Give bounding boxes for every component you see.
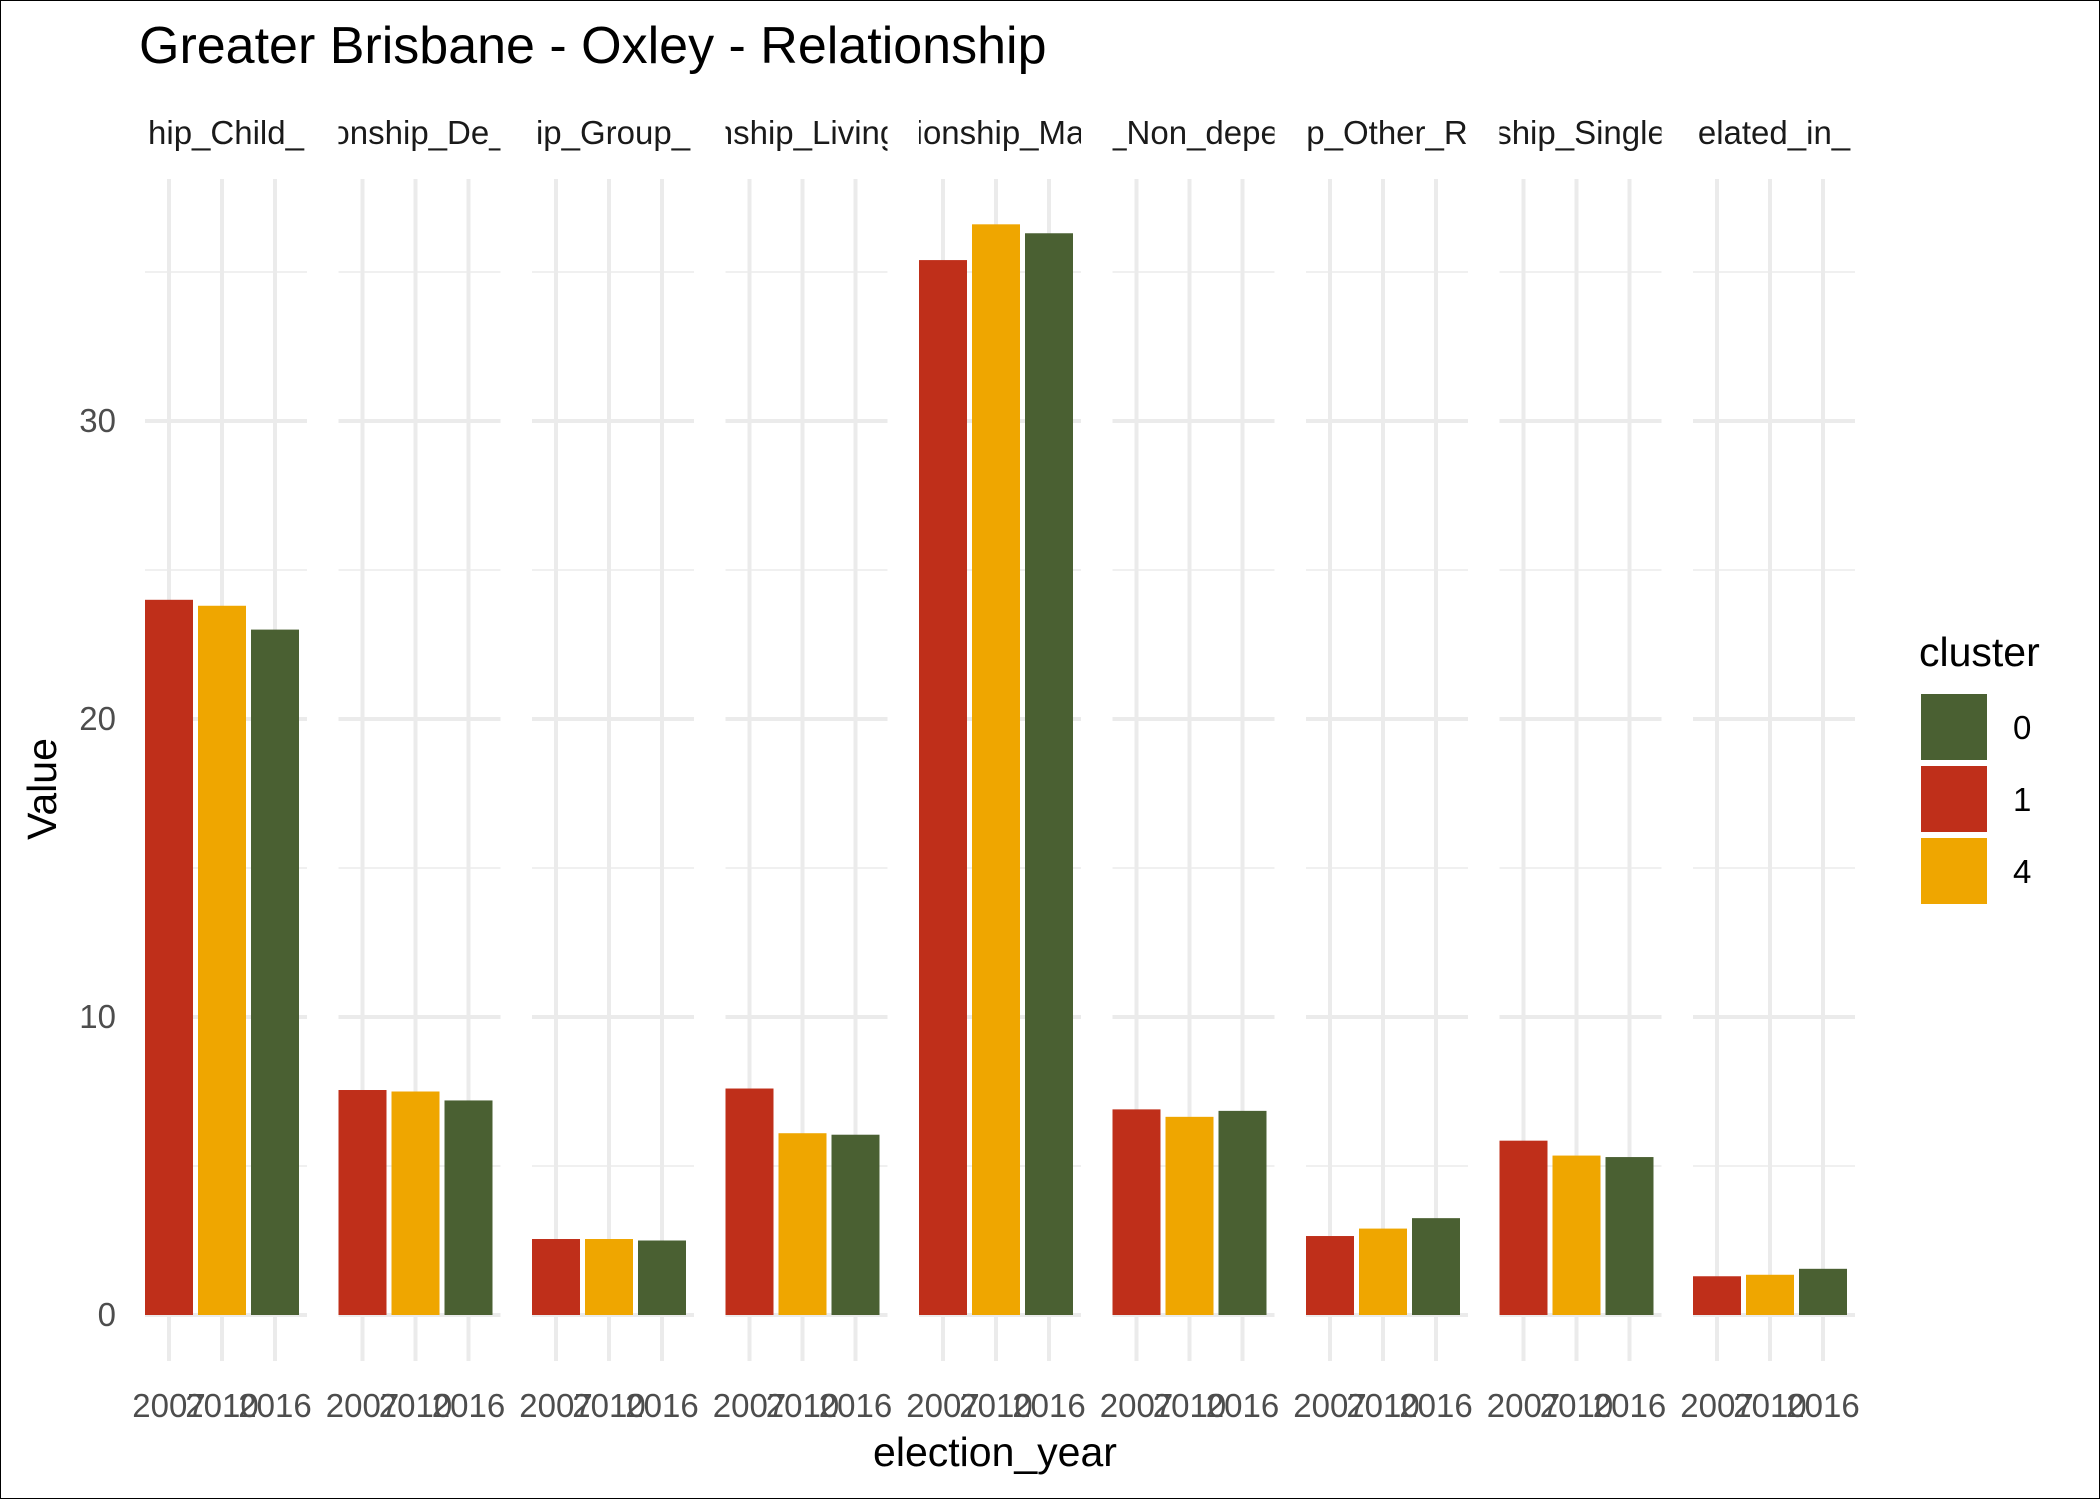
facet-strip-label: elated_in_	[1698, 114, 1851, 151]
y-tick-label: 20	[79, 700, 116, 737]
facet-strip-label: ionship_Ma	[916, 114, 1085, 151]
legend-label: 0	[2013, 709, 2031, 746]
x-tick-label: 2016	[1206, 1387, 1279, 1424]
x-tick-label: 2010	[766, 1387, 839, 1424]
bar-3-2007	[532, 1239, 580, 1315]
x-tick-label: 2010	[1540, 1387, 1613, 1424]
bar-5-2016	[1025, 233, 1073, 1315]
legend-swatch-1	[1921, 766, 1987, 832]
x-tick-label: 2007	[1100, 1387, 1173, 1424]
bar-2-2016	[444, 1100, 493, 1315]
y-tick-label: 10	[79, 998, 116, 1035]
x-tick-label: 2007	[713, 1387, 786, 1424]
x-tick-label: 2010	[572, 1387, 645, 1424]
panel-background	[1693, 136, 1855, 1361]
facet-strip-label: ship_Single	[1495, 114, 1666, 151]
bar-7-2016	[1412, 1218, 1460, 1315]
facet-strip-label: p_Other_R	[1306, 114, 1467, 151]
legend-swatch-4	[1921, 838, 1987, 904]
bar-2-2010	[391, 1091, 440, 1315]
bar-1-2007	[145, 599, 193, 1315]
x-tick-label: 2007	[1293, 1387, 1366, 1424]
bar-1-2016	[251, 629, 299, 1315]
bar-7-2010	[1359, 1228, 1407, 1315]
x-tick-label: 2016	[1593, 1387, 1666, 1424]
bar-8-2010	[1552, 1155, 1601, 1315]
x-tick-label: 2010	[1153, 1387, 1226, 1424]
panel-background	[1306, 136, 1468, 1361]
facet-strip-label: _Non_depe	[1107, 114, 1279, 151]
facet-strip-label: ip_Group_	[536, 114, 691, 151]
x-tick-label: 2007	[1680, 1387, 1753, 1424]
y-tick-label: 30	[79, 402, 116, 439]
x-tick-label: 2007	[519, 1387, 592, 1424]
bar-9-2016	[1799, 1268, 1847, 1315]
legend: cluster 0 1 4	[1919, 629, 2040, 904]
facet-strip-label: nship_Living	[715, 114, 898, 151]
facet-panels: hip_Child_200720102016onship_De_20072010…	[132, 114, 1859, 1424]
x-tick-label: 2016	[1012, 1387, 1085, 1424]
bar-9-2010	[1746, 1274, 1794, 1315]
legend-label: 4	[2013, 853, 2031, 890]
x-tick-label: 2010	[959, 1387, 1032, 1424]
bar-4-2007	[725, 1088, 774, 1315]
bar-9-2007	[1693, 1276, 1741, 1315]
x-tick-label: 2016	[238, 1387, 311, 1424]
bar-2-2007	[338, 1090, 387, 1315]
chart-title: Greater Brisbane - Oxley - Relationship	[139, 17, 1047, 75]
bar-5-2007	[919, 260, 967, 1316]
legend-swatch-0	[1921, 694, 1987, 760]
legend-title: cluster	[1919, 629, 2040, 675]
x-tick-label: 2016	[1399, 1387, 1472, 1424]
y-axis-title: Value	[19, 738, 65, 840]
x-axis-title: election_year	[873, 1429, 1117, 1475]
bar-6-2007	[1112, 1109, 1161, 1315]
bar-8-2007	[1499, 1140, 1548, 1315]
x-tick-label: 2007	[326, 1387, 399, 1424]
x-tick-label: 2016	[432, 1387, 505, 1424]
panel-background	[532, 136, 694, 1361]
x-tick-label: 2010	[1346, 1387, 1419, 1424]
x-tick-label: 2010	[1733, 1387, 1806, 1424]
x-tick-label: 2007	[906, 1387, 979, 1424]
legend-label: 1	[2013, 781, 2031, 818]
facet-strip-label: hip_Child_	[148, 114, 305, 151]
x-tick-label: 2016	[625, 1387, 698, 1424]
bar-3-2016	[638, 1240, 686, 1315]
bar-8-2016	[1605, 1157, 1654, 1315]
x-tick-label: 2007	[1487, 1387, 1560, 1424]
bar-6-2016	[1218, 1110, 1267, 1315]
bar-4-2010	[778, 1133, 827, 1315]
bar-5-2010	[972, 224, 1020, 1315]
bar-6-2010	[1165, 1116, 1214, 1315]
bar-1-2010	[198, 605, 246, 1315]
bar-7-2007	[1306, 1236, 1354, 1315]
y-axis: 0 10 20 30	[79, 402, 116, 1333]
x-tick-label: 2007	[132, 1387, 205, 1424]
x-tick-label: 2016	[819, 1387, 892, 1424]
x-tick-label: 2016	[1786, 1387, 1859, 1424]
y-tick-label: 0	[98, 1296, 116, 1333]
facet-strip-label: onship_De_	[331, 114, 508, 151]
bar-3-2010	[585, 1239, 633, 1315]
x-tick-label: 2010	[379, 1387, 452, 1424]
bar-4-2016	[831, 1134, 880, 1315]
x-tick-label: 2010	[185, 1387, 258, 1424]
